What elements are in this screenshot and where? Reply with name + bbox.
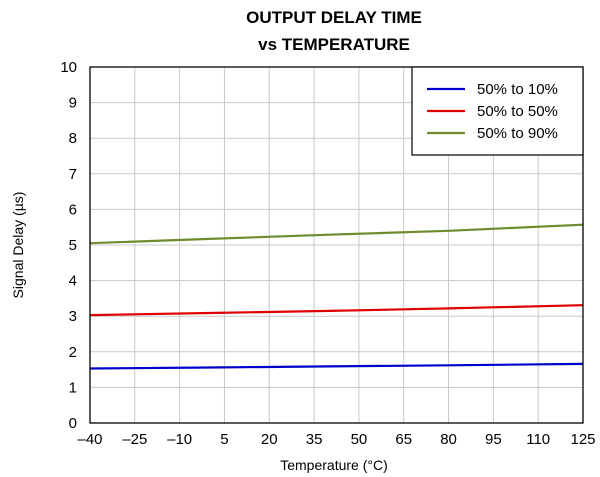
x-tick-label: 95 <box>485 431 502 448</box>
x-axis-ticks: –40 –25 –10 5 20 35 50 65 80 95 110 125 <box>77 431 595 448</box>
y-tick-label: 0 <box>69 415 77 432</box>
y-tick-label: 7 <box>69 166 77 183</box>
y-tick-label: 2 <box>69 344 77 361</box>
y-tick-label: 3 <box>69 308 77 325</box>
y-axis-ticks: 0 1 2 3 4 5 6 7 8 9 10 <box>60 59 77 432</box>
legend-label: 50% to 90% <box>477 125 558 142</box>
x-tick-label: 20 <box>261 431 278 448</box>
series-line-2 <box>89 304 584 317</box>
grid <box>90 67 583 423</box>
y-tick-label: 8 <box>69 130 77 147</box>
x-tick-label: 80 <box>440 431 457 448</box>
legend-label: 50% to 10% <box>477 81 558 98</box>
x-tick-label: 5 <box>220 431 228 448</box>
legend: 50% to 10% 50% to 50% 50% to 90% <box>411 66 584 156</box>
series-line-1 <box>89 362 584 370</box>
x-tick-label: 125 <box>570 431 595 448</box>
y-axis-label: Signal Delay (µs) <box>10 192 26 299</box>
x-tick-label: –10 <box>167 431 192 448</box>
x-tick-label: 65 <box>395 431 412 448</box>
y-tick-label: 10 <box>60 59 77 76</box>
plot-frame <box>89 66 584 424</box>
chart-subtitle: vs TEMPERATURE <box>258 35 410 54</box>
y-tick-label: 9 <box>69 95 77 112</box>
x-tick-label: 50 <box>351 431 368 448</box>
series-lines <box>89 223 584 370</box>
x-tick-label: –40 <box>77 431 102 448</box>
x-axis-label: Temperature (°C) <box>280 457 388 473</box>
x-tick-label: 110 <box>526 431 550 448</box>
y-tick-label: 6 <box>69 201 77 218</box>
x-tick-label: –25 <box>122 431 147 448</box>
y-tick-label: 5 <box>69 237 77 254</box>
series-line-3 <box>89 223 584 245</box>
y-tick-label: 4 <box>69 273 77 290</box>
x-tick-label: 35 <box>306 431 323 448</box>
y-tick-label: 1 <box>69 379 77 396</box>
chart-title: OUTPUT DELAY TIME <box>246 8 422 27</box>
legend-label: 50% to 50% <box>477 103 558 120</box>
